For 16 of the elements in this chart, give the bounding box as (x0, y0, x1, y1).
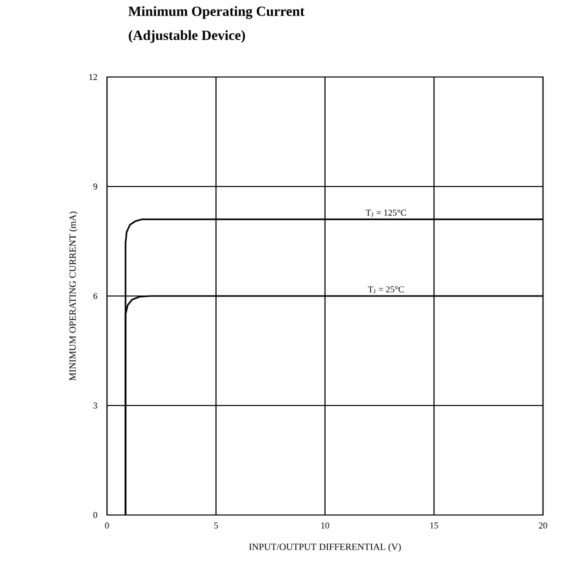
y-axis-title: MINIMUM OPERATING CURRENT (mA) (69, 212, 78, 381)
series-label: T$_{J}$ = 25°C (368, 286, 404, 294)
y-tick-label: 12 (89, 74, 98, 80)
x-tick-label: 5 (214, 522, 218, 528)
y-tick-label: 0 (93, 512, 98, 518)
x-tick-label: 15 (430, 522, 438, 529)
x-tick-label: 0 (105, 522, 109, 529)
chart-title: Minimum Operating Current (128, 6, 305, 19)
y-tick-label: 3 (93, 402, 98, 409)
x-axis-title: INPUT/OUTPUT DIFFERENTIAL (V) (249, 543, 401, 552)
chart-subtitle: (Adjustable Device) (128, 30, 245, 43)
x-tick-label: 20 (538, 522, 548, 529)
y-tick-label: 9 (93, 183, 98, 190)
x-tick-label: 10 (321, 522, 330, 529)
series-label: T$_{J}$ = 125°C (366, 210, 406, 217)
y-tick-label: 6 (93, 292, 98, 300)
